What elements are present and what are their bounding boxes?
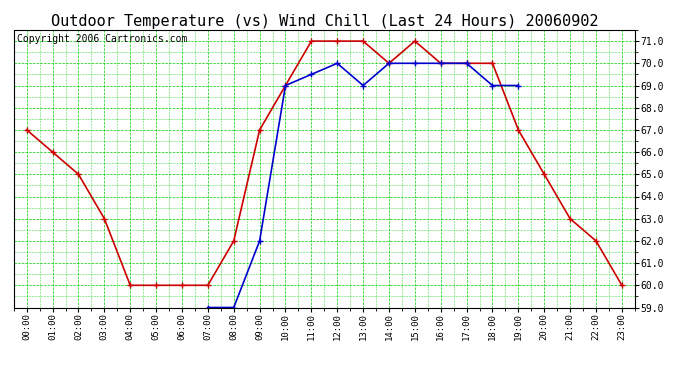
Text: Copyright 2006 Cartronics.com: Copyright 2006 Cartronics.com	[17, 34, 187, 44]
Title: Outdoor Temperature (vs) Wind Chill (Last 24 Hours) 20060902: Outdoor Temperature (vs) Wind Chill (Las…	[50, 14, 598, 29]
